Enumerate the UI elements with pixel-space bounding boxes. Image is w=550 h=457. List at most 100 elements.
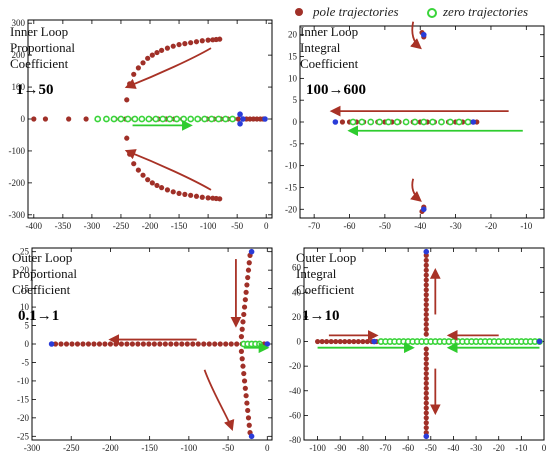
legend-zero-label: zero trajectories (443, 4, 529, 19)
annotation-line: Proportional (12, 266, 77, 281)
coefficient-range-label: 100→600 (306, 82, 366, 98)
pole-point (149, 52, 155, 58)
pole-point (423, 366, 429, 372)
y-tick-label: 20 (20, 265, 30, 275)
x-tick-label: -20 (493, 443, 505, 453)
pole-point (423, 385, 429, 391)
pole-point (124, 135, 130, 141)
y-tick-label: 5 (25, 321, 30, 331)
y-tick-label: -10 (17, 376, 29, 386)
x-tick-label: -50 (379, 221, 391, 231)
pole-point (154, 49, 160, 56)
pole-point (423, 311, 429, 318)
pole-point (314, 338, 321, 345)
pole-point (423, 375, 429, 382)
pole-point (423, 361, 429, 367)
pole-point (423, 321, 429, 327)
pole-point (42, 116, 49, 122)
x-tick-label: -60 (344, 221, 356, 231)
chart-legend: pole trajectories zero trajectories (285, 2, 550, 22)
pole-point (423, 415, 429, 421)
pole-point (243, 393, 249, 399)
pole-point (193, 193, 200, 199)
start-point (240, 116, 246, 122)
pole-point (364, 338, 370, 345)
pole-point (201, 341, 207, 347)
pole-point (124, 341, 130, 347)
pole-point (245, 267, 252, 273)
y-tick-label: -25 (17, 431, 29, 441)
pole-point (243, 289, 249, 295)
pole-point (423, 425, 429, 431)
annotation-line: Coefficient (296, 282, 355, 297)
pole-point (346, 338, 352, 345)
y-tick-label: 100 (12, 82, 26, 92)
pole-point (129, 341, 135, 347)
start-point (536, 338, 543, 345)
zero-point (464, 118, 472, 126)
legend-pole-label: pole trajectories (313, 4, 399, 19)
zero-point (201, 115, 209, 123)
pole-point (195, 341, 201, 347)
x-tick-label: 0 (265, 443, 270, 453)
pole-point (182, 191, 188, 197)
pole-point (217, 341, 223, 347)
pole-point (423, 356, 429, 362)
y-tick-label: -15 (17, 394, 29, 404)
pole-point (342, 338, 348, 345)
start-point (237, 120, 243, 127)
zero-point (393, 118, 401, 126)
y-tick-label: 5 (293, 95, 298, 105)
y-tick-label: -5 (22, 357, 30, 367)
zero-point (455, 118, 463, 126)
pole-point (319, 338, 325, 345)
pole-trajectory-arrow (410, 21, 422, 50)
start-point (264, 341, 271, 347)
y-tick-label: 0 (297, 337, 302, 347)
pole-point (423, 262, 429, 268)
pole-point (333, 338, 339, 345)
y-tick-label: -300 (9, 210, 26, 220)
pole-point (245, 415, 252, 421)
pole-point (245, 407, 251, 414)
pole-point (113, 341, 119, 347)
pole-point (423, 390, 429, 396)
pole-point (131, 161, 137, 167)
pole-point (173, 341, 179, 347)
pole-point (244, 282, 250, 288)
zero-point (166, 115, 174, 123)
pole-point (423, 277, 429, 283)
pole-point (159, 185, 165, 191)
pole-point (339, 119, 346, 125)
annotation-line: Inner Loop (300, 24, 358, 39)
zero-point (411, 118, 419, 126)
start-point (420, 206, 427, 213)
pole-point (74, 341, 81, 347)
pole-point (423, 292, 429, 298)
x-tick-label: -150 (171, 221, 188, 231)
pole-point (151, 341, 157, 347)
pole-point (85, 341, 92, 347)
pole-trajectory-arrow (203, 369, 235, 431)
pole-point (69, 341, 75, 347)
x-tick-label: -50 (231, 221, 243, 231)
pole-point (328, 338, 334, 345)
x-tick-label: -60 (402, 443, 414, 453)
pole-point (83, 116, 89, 122)
pole-point (193, 39, 200, 45)
pole-point (423, 316, 429, 322)
pole-point (241, 378, 248, 384)
pole-point (355, 338, 361, 345)
x-tick-label: -250 (113, 221, 130, 231)
zero-point (117, 115, 125, 123)
pole-point (423, 400, 429, 406)
pole-point (154, 182, 160, 189)
pole-point (351, 338, 357, 345)
pole-point (423, 351, 429, 357)
coefficient-range-label: 1→50 (16, 82, 54, 98)
start-point (48, 341, 55, 347)
pole-point (240, 363, 246, 369)
start-point (262, 116, 268, 122)
pole-point (360, 338, 366, 345)
y-tick-label: -60 (289, 410, 301, 420)
